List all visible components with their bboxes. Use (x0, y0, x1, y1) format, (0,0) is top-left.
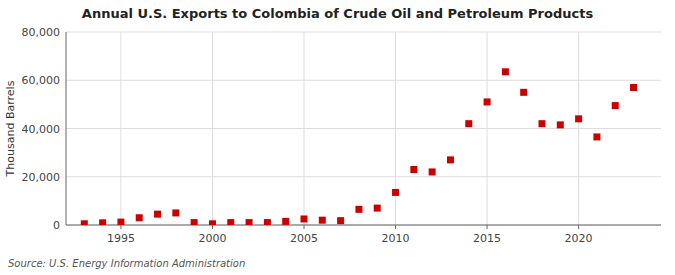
point (136, 214, 143, 221)
point (447, 156, 454, 163)
y-tick-label: 60,000 (22, 74, 61, 87)
point (227, 219, 234, 225)
point (630, 84, 637, 91)
point (154, 211, 161, 218)
point (429, 168, 436, 175)
point (502, 68, 509, 75)
x-tick-label: 2020 (565, 232, 593, 245)
point (319, 217, 326, 224)
x-tick (578, 225, 579, 229)
x-tick (487, 225, 488, 229)
x-grid-line (395, 32, 396, 225)
x-tick-label: 2005 (290, 232, 318, 245)
x-tick-label: 2000 (198, 232, 226, 245)
point (209, 220, 216, 225)
point (301, 215, 308, 222)
y-axis-line (66, 32, 67, 225)
y-axis-label: Thousand Barrels (4, 80, 17, 177)
x-tick-label: 1995 (107, 232, 135, 245)
x-grid-line (304, 32, 305, 225)
y-tick-label: 40,000 (22, 123, 61, 136)
y-grid-line (66, 32, 661, 33)
point (520, 89, 527, 96)
point (117, 219, 124, 225)
y-tick-label: 0 (53, 219, 60, 232)
x-grid-line (487, 32, 488, 225)
y-grid-line (66, 80, 661, 81)
y-tick-label: 80,000 (22, 26, 61, 39)
point (392, 189, 399, 196)
point (246, 219, 253, 225)
source-note: Source: U.S. Energy Information Administ… (8, 258, 245, 269)
x-grid-line (212, 32, 213, 225)
point (593, 133, 600, 140)
x-grid-line (578, 32, 579, 225)
point (355, 206, 362, 213)
point (557, 121, 564, 128)
point (81, 220, 88, 225)
point (465, 120, 472, 127)
point (575, 115, 582, 122)
x-tick-label: 2010 (382, 232, 410, 245)
x-axis-line (66, 225, 661, 226)
x-tick (120, 225, 121, 229)
point (191, 219, 198, 225)
x-tick-label: 2015 (473, 232, 501, 245)
point (539, 120, 546, 127)
x-grid-line (120, 32, 121, 225)
point (484, 98, 491, 105)
point (337, 217, 344, 224)
point (612, 102, 619, 109)
axes: 0 20,000 40,000 60,000 80,000 1995 2000 2005 201… (22, 26, 662, 245)
x-tick (395, 225, 396, 229)
point (99, 219, 106, 225)
x-tick (212, 225, 213, 229)
point (374, 205, 381, 212)
y-grid-line (66, 128, 661, 129)
point (172, 209, 179, 216)
points (81, 68, 637, 225)
x-tick (304, 225, 305, 229)
y-tick-label: 20,000 (22, 171, 61, 184)
title: Annual U.S. Exports to Colombia of Crude… (82, 6, 594, 21)
y-grid-line (66, 225, 661, 226)
grid (66, 32, 661, 225)
point (410, 166, 417, 173)
point (282, 218, 289, 225)
y-grid-line (66, 176, 661, 177)
point (264, 219, 271, 225)
chart: Annual U.S. Exports to Colombia of Crude… (0, 0, 675, 275)
